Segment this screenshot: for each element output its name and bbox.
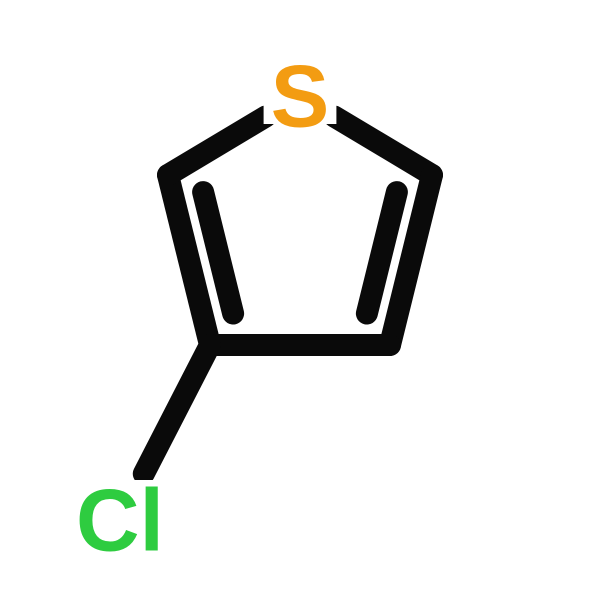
- atom-label-cl: Cl: [76, 471, 164, 570]
- molecule-diagram: S Cl: [0, 0, 600, 600]
- atom-label-s: S: [271, 47, 330, 146]
